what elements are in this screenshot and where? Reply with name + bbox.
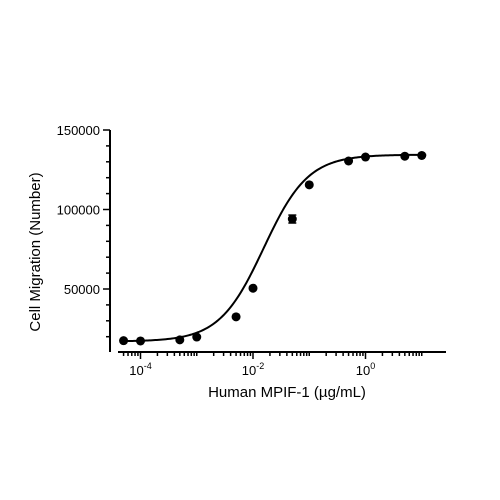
- data-point: [304, 180, 314, 190]
- data-point: [119, 336, 129, 346]
- y-tick-label: 150000: [57, 123, 100, 138]
- x-axis-label: Human MPIF-1 (µg/mL): [208, 384, 366, 401]
- x-tick-label: 10-4: [129, 361, 151, 378]
- x-tick-label: 100: [356, 361, 375, 378]
- data-point: [417, 150, 427, 160]
- y-tick-label: 50000: [64, 282, 100, 297]
- data-points: [119, 150, 427, 346]
- data-point: [192, 332, 202, 342]
- y-tick-label: 100000: [57, 203, 100, 218]
- data-point: [361, 152, 370, 162]
- data-point: [175, 335, 185, 345]
- data-point: [136, 336, 145, 346]
- data-point: [231, 312, 241, 322]
- data-point: [248, 283, 258, 293]
- data-point: [287, 214, 297, 224]
- fit-curve-group: [123, 153, 427, 343]
- y-axis-label: Cell Migration (Number): [27, 172, 44, 331]
- data-point: [344, 156, 354, 166]
- x-tick-label: 10-2: [242, 361, 264, 378]
- axes: 50000 100000 150000 10-4 10-2 100: [57, 123, 446, 378]
- fit-curve: [123, 153, 427, 343]
- data-point: [400, 151, 410, 161]
